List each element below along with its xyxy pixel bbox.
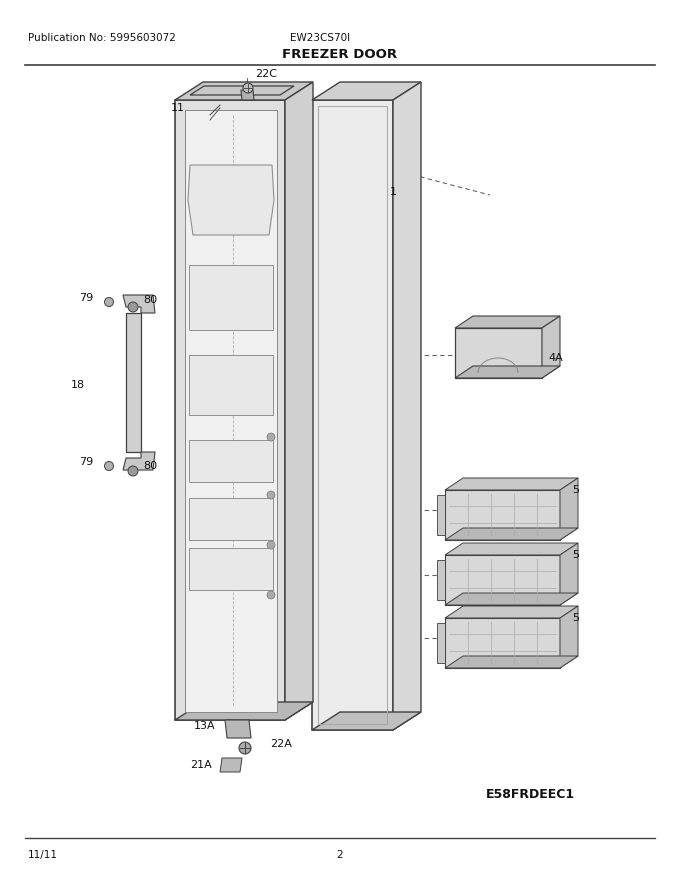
Text: 4A: 4A (548, 353, 563, 363)
Polygon shape (560, 543, 578, 605)
Text: 1: 1 (390, 187, 397, 197)
Polygon shape (188, 165, 274, 235)
Text: 5: 5 (572, 613, 579, 623)
Polygon shape (189, 440, 273, 482)
Circle shape (128, 466, 138, 476)
Text: 2: 2 (337, 850, 343, 860)
Text: 5: 5 (572, 485, 579, 495)
Text: 13A: 13A (193, 721, 215, 731)
Polygon shape (437, 495, 445, 535)
Polygon shape (437, 623, 445, 663)
Text: 21A: 21A (190, 760, 212, 770)
Polygon shape (393, 82, 421, 730)
Circle shape (239, 742, 251, 754)
Text: 18: 18 (71, 380, 85, 390)
Polygon shape (189, 498, 273, 540)
Polygon shape (437, 560, 445, 600)
Text: 80: 80 (143, 295, 157, 305)
Polygon shape (123, 452, 155, 470)
Text: 22A: 22A (270, 739, 292, 749)
Polygon shape (175, 82, 313, 100)
Text: 22C: 22C (255, 69, 277, 79)
Polygon shape (126, 313, 141, 452)
Text: Publication No: 5995603072: Publication No: 5995603072 (28, 33, 176, 43)
Polygon shape (241, 90, 254, 100)
Polygon shape (185, 110, 277, 712)
Polygon shape (542, 316, 560, 378)
Polygon shape (560, 478, 578, 540)
Polygon shape (312, 100, 393, 730)
Polygon shape (190, 86, 294, 95)
Polygon shape (189, 355, 273, 415)
Text: 79: 79 (79, 293, 93, 303)
Circle shape (105, 461, 114, 471)
Polygon shape (445, 656, 578, 668)
Circle shape (105, 297, 114, 306)
Polygon shape (175, 702, 313, 720)
Circle shape (267, 433, 275, 441)
Polygon shape (189, 548, 273, 590)
Polygon shape (312, 82, 421, 100)
Polygon shape (455, 328, 542, 378)
Polygon shape (445, 593, 578, 605)
Polygon shape (445, 543, 578, 555)
Polygon shape (312, 712, 421, 730)
Polygon shape (445, 555, 560, 605)
Polygon shape (175, 100, 285, 720)
Polygon shape (123, 295, 155, 313)
Text: 11/11: 11/11 (28, 850, 58, 860)
Polygon shape (445, 478, 578, 490)
Circle shape (128, 302, 138, 312)
Polygon shape (225, 720, 251, 738)
Polygon shape (285, 82, 313, 720)
Polygon shape (445, 606, 578, 618)
Polygon shape (455, 316, 560, 328)
Polygon shape (220, 758, 242, 772)
Circle shape (267, 491, 275, 499)
Text: 80: 80 (143, 461, 157, 471)
Polygon shape (560, 606, 578, 668)
Circle shape (267, 541, 275, 549)
Circle shape (243, 83, 253, 93)
Polygon shape (445, 490, 560, 540)
Polygon shape (189, 265, 273, 330)
Text: FREEZER DOOR: FREEZER DOOR (282, 48, 398, 62)
Text: 11: 11 (171, 103, 185, 113)
Polygon shape (445, 618, 560, 668)
Text: EW23CS70I: EW23CS70I (290, 33, 350, 43)
Text: E58FRDEEC1: E58FRDEEC1 (486, 788, 575, 802)
Polygon shape (445, 528, 578, 540)
Polygon shape (455, 366, 560, 378)
Text: 79: 79 (79, 457, 93, 467)
Circle shape (267, 591, 275, 599)
Text: 5: 5 (572, 550, 579, 560)
